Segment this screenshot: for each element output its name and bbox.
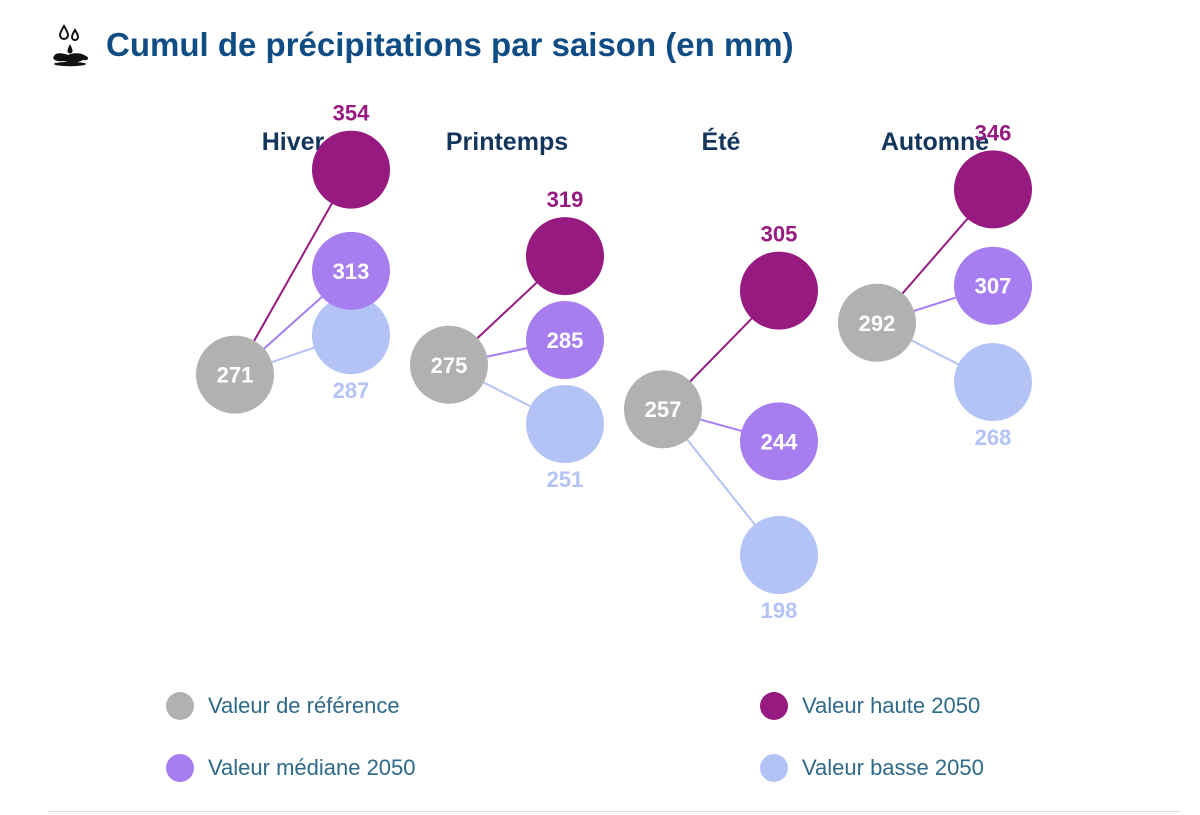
value-label-basse: 287 <box>333 378 370 403</box>
connector-line-haute <box>234 169 352 376</box>
point-basse <box>740 515 818 594</box>
legend-label-haute: Valeur haute 2050 <box>802 693 981 718</box>
rain-puddle-icon <box>53 24 89 67</box>
legend-swatch-haute <box>760 692 788 720</box>
value-label-haute: 305 <box>761 222 798 247</box>
point-haute <box>312 130 390 209</box>
season-label: Automne <box>881 128 989 156</box>
point-haute <box>526 217 604 296</box>
value-label-mediane: 244 <box>761 429 798 454</box>
value-label-haute: 354 <box>333 101 370 126</box>
point-haute <box>954 150 1032 229</box>
point-reference <box>196 335 274 414</box>
legend-item-reference: Valeur de référence <box>166 692 400 720</box>
legend-label-mediane: Valeur médiane 2050 <box>208 755 416 780</box>
value-label-basse: 251 <box>547 467 584 492</box>
legend-swatch-mediane <box>166 754 194 782</box>
season-label: Hiver <box>262 128 325 156</box>
page-title: Cumul de précipitations par saison (en m… <box>106 26 794 63</box>
point-basse <box>312 296 390 375</box>
point-mediane <box>312 231 390 310</box>
point-mediane <box>740 402 818 481</box>
legend-label-reference: Valeur de référence <box>208 693 400 718</box>
value-label-reference: 292 <box>859 311 896 336</box>
value-label-basse: 268 <box>975 425 1012 450</box>
legend-label-basse: Valeur basse 2050 <box>802 755 984 780</box>
point-mediane <box>526 301 604 380</box>
point-mediane <box>954 246 1032 325</box>
season-label: Printemps <box>446 128 568 156</box>
legend-item-basse: Valeur basse 2050 <box>760 754 984 782</box>
point-haute <box>740 251 818 330</box>
legend-swatch-basse <box>760 754 788 782</box>
bottom-divider <box>48 811 1180 812</box>
value-label-haute: 319 <box>547 187 584 212</box>
value-label-mediane: 313 <box>333 259 370 284</box>
point-basse <box>526 385 604 464</box>
legend-item-mediane: Valeur médiane 2050 <box>166 754 416 782</box>
point-basse <box>954 343 1032 422</box>
value-label-haute: 346 <box>975 120 1012 145</box>
value-label-reference: 257 <box>645 397 682 422</box>
value-label-reference: 275 <box>431 353 468 378</box>
value-label-basse: 198 <box>761 598 798 623</box>
legend-item-haute: Valeur haute 2050 <box>760 692 980 720</box>
season-label: Été <box>702 127 741 156</box>
point-reference <box>410 325 488 404</box>
value-label-mediane: 285 <box>547 328 584 353</box>
value-label-reference: 271 <box>217 363 254 388</box>
point-reference <box>624 370 702 449</box>
value-label-mediane: 307 <box>975 274 1012 299</box>
title-row: Cumul de précipitations par saison (en m… <box>48 20 794 70</box>
legend-swatch-reference <box>166 692 194 720</box>
point-reference <box>838 283 916 362</box>
